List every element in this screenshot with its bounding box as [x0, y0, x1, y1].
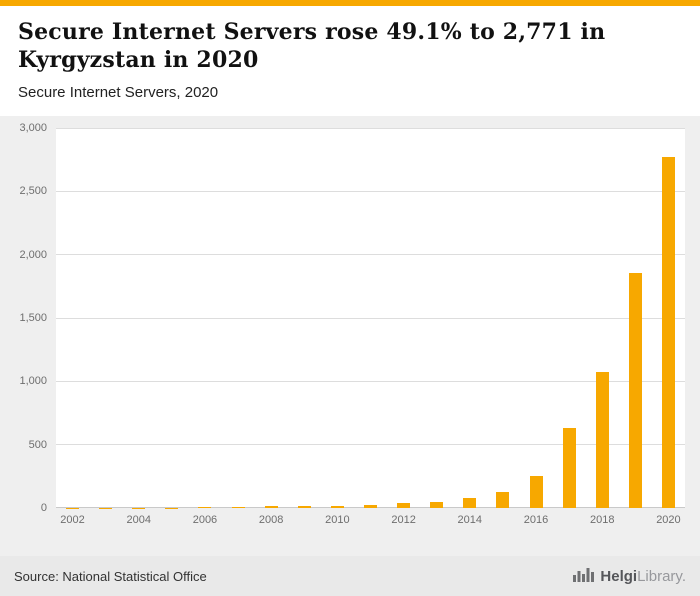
x-axis-tick-label-2014: 2014: [457, 514, 483, 526]
bar-slot-2008: [255, 128, 288, 508]
y-axis-tick-label: 2,000: [19, 248, 47, 261]
y-axis-tick-label: 0: [40, 502, 47, 514]
bar-2018: [595, 371, 609, 508]
x-axis-tick-label-2008: 2008: [258, 514, 284, 526]
gridline-1500: [56, 317, 685, 319]
bar-2015: [496, 491, 510, 508]
bar-slot-2010: [321, 128, 354, 508]
bar-2006: [198, 507, 212, 508]
page-title: Secure Internet Servers rose 49.1% to 2,…: [18, 19, 606, 73]
logo-text: HelgiLibrary.: [600, 569, 686, 584]
bar-slot-2019: [619, 128, 652, 508]
y-axis-tick-label: 1,500: [19, 312, 47, 324]
gridline-2500: [56, 190, 685, 192]
bar-slot-2004: [122, 128, 155, 508]
x-axis-tick-label-2010: 2010: [325, 514, 350, 526]
helgi-logo-icon: [572, 566, 595, 587]
y-axis-tick-label: 2,500: [19, 185, 47, 198]
x-axis-tick-label-2018: 2018: [589, 514, 615, 526]
bar-slot-2013: [420, 128, 453, 508]
bar-2014: [463, 497, 477, 508]
bar-2010: [330, 505, 344, 508]
x-axis-tick-label-2006: 2006: [192, 514, 218, 526]
chart-section: 2002 2004 2006 2008 2010 2012 2014 2016 2018 2020…: [0, 116, 700, 556]
plot-area: [56, 127, 685, 508]
source-label: Source: National Statistical Office: [14, 568, 207, 584]
bar-slot-2003: [89, 128, 122, 508]
chart-header: Secure Internet Servers rose 49.1% to 2,…: [0, 6, 700, 116]
bar-slot-2014: [453, 128, 486, 508]
logo-text-dot: .: [681, 567, 686, 585]
bar-slot-2009: [288, 128, 321, 508]
bar-slot-2012: [387, 128, 420, 508]
bar-2020: [661, 157, 675, 508]
bar-slot-2015: [486, 128, 519, 508]
y-axis-tick-label: 500: [28, 438, 47, 451]
bar-slot-2006: [188, 128, 221, 508]
x-axis-tick-label-2020: 2020: [656, 514, 681, 526]
x-axis-tick-label-2002: 2002: [60, 514, 85, 526]
helgi-library-logo[interactable]: HelgiLibrary.: [572, 566, 686, 587]
x-axis: 2002 2004 2006 2008 2010 2012 2014 2016 2018 2020: [56, 514, 685, 530]
bar-slot-2005: [155, 128, 188, 508]
logo-text-helgi: Helgi: [600, 567, 638, 585]
bar-2011: [363, 504, 377, 508]
bar-2019: [628, 272, 642, 508]
bar-2007: [231, 507, 245, 508]
x-axis-tick-label-2012: 2012: [391, 514, 416, 526]
bar-2013: [430, 502, 444, 508]
gridline-500: [56, 444, 685, 446]
gridline-2000: [56, 254, 685, 256]
bar-2009: [297, 506, 311, 508]
x-axis-tick-label-2004: 2004: [126, 514, 151, 526]
gridline-1000: [56, 380, 685, 382]
bar-slot-2020: [652, 128, 685, 508]
bar-2016: [529, 476, 543, 508]
bar-slot-2007: [222, 128, 255, 508]
y-axis-tick-label: 3,000: [19, 122, 47, 134]
bar-2017: [562, 428, 576, 508]
bar-2012: [397, 502, 411, 508]
gridline-3000: [56, 127, 685, 129]
chart-subtitle: Secure Internet Servers, 2020: [18, 83, 219, 101]
bar-2008: [264, 506, 278, 508]
accent-top-strip: [0, 0, 700, 6]
bar-slot-2017: [553, 128, 586, 508]
bar-slot-2002: [56, 128, 89, 508]
bar-slot-2018: [586, 128, 619, 508]
bar-slot-2016: [519, 128, 552, 508]
footer: Source: National Statistical Office Helg…: [0, 556, 700, 596]
x-axis-tick-label-2016: 2016: [523, 514, 549, 526]
bar-slot-2011: [354, 128, 387, 508]
logo-text-library: Library: [637, 567, 682, 585]
y-axis-tick-label: 1,000: [19, 375, 47, 388]
